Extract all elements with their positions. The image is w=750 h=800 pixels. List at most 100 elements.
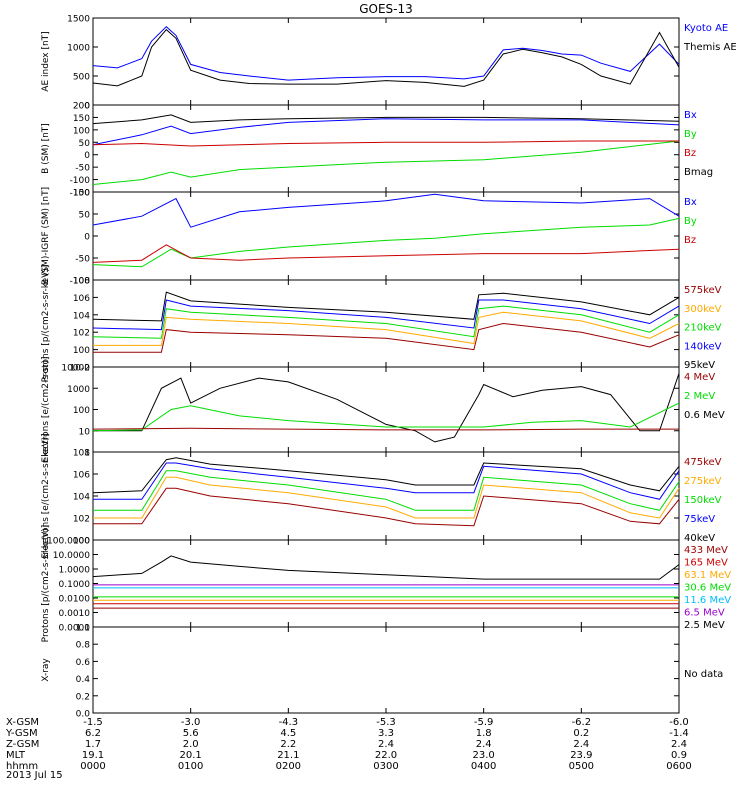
legend-entry: 95keV [684,360,715,371]
legend-entry: 30.6 MeV [684,583,731,594]
y-tick-label: 106 [73,471,90,481]
panel-frame [92,539,680,628]
y-tick-label: 1.0 [76,624,91,634]
y-axis-label: Electrons [e/(cm2-s-sr-keV)] [41,433,51,558]
panel-frame [92,191,680,281]
legend-entry: 4 MeV [684,372,715,383]
panel-frame [92,626,680,714]
series-by [92,217,680,268]
y-tick-label: 0.4 [76,675,91,685]
legend-entry: 300keV [684,304,722,315]
legend-entry: Bx [684,197,697,208]
y-tick-label: 0.1000 [59,580,91,590]
panel-frame [92,104,680,193]
legend-entry: By [684,216,697,227]
y-axis-label: Protons [p/(cm2-s-sr-keV)] [41,525,51,643]
y-tick-label: 100 [73,189,90,199]
figure-title: GOES-13 [359,2,413,16]
legend-entry: 40keV [684,533,715,544]
y-tick-label: -150 [70,189,91,199]
panel-5: 1 10 100 1000 10000 Electrons [e/(cm2-s-sr)] 4… [41,356,725,462]
y-tick-label: 150 [73,114,90,124]
legend-entry: 6.5 MeV [684,608,725,619]
series-4-mev [92,427,679,431]
y-tick-label: 100 [73,406,90,416]
series-300kev [93,311,680,346]
panel-frame [92,366,680,453]
y-tick-label: 1 [84,449,90,459]
series-2-mev [92,402,680,432]
series-2-5-mev [92,555,680,580]
y-tick-label: 100.0000 [47,537,90,547]
y-tick-label: 0.8 [76,641,91,651]
legend-entry: 63.1 MeV [684,570,731,581]
panel-3: -100 -50 0 50 100 B (SM)-IGRF (SM) [nT] Bx By Bz [41,187,697,287]
legend-entry: No data [684,669,723,680]
y-tick-label: 1000 [67,385,90,395]
series-0-6-mev [93,373,680,443]
series-475kev [93,487,680,527]
series-bmag [92,114,680,125]
y-tick-label: 104 [73,311,90,321]
legend-entry: Kyoto AE [684,23,728,34]
series-bz [92,244,680,263]
panel-4: 10-2 100 102 104 106 108 Protons [p/(cm2-s-sr-… [41,265,722,383]
series-themis-ae [92,28,680,87]
legend-entry: 150keV [684,495,722,506]
series-by [92,140,680,185]
series-bx [92,193,680,228]
y-tick-label: 50 [79,211,91,221]
panel-7: 0.0001 0.0010 0.0100 0.1000 1.0000 10.0000 100… [41,525,731,643]
y-tick-label: 100 [73,346,90,356]
y-axis-label: AE index [nT] [41,31,51,91]
legend-entry: 165 MeV [684,558,728,569]
legend-entry: By [684,129,697,140]
series-140kev [92,299,680,331]
series-75kev [93,462,680,500]
y-axis-label: B (SM)-IGRF (SM) [nT] [41,187,51,285]
panel-1: 0 500 1000 1500 AE index [nT] Kyoto AE Themis … [41,15,737,112]
series-95kev [92,291,680,322]
y-tick-label: 0.0001 [59,624,91,634]
legend-entry: 140keV [684,341,722,352]
y-tick-label: -50 [75,164,90,174]
y-tick-label: 10 [79,427,91,437]
legend-entry: 575keV [684,285,722,296]
y-tick-label: 1500 [67,15,90,25]
legend-entry: 275keV [684,476,722,487]
y-tick-label: 0.0100 [59,595,91,605]
y-axis-label: Protons [p/(cm2-s-sr-keV)] [41,265,51,383]
y-tick-label: 108 [73,277,90,287]
y-tick-label: 0.6 [76,658,91,668]
y-tick-label: 200 [73,102,90,112]
series-kyoto-ae [92,26,680,81]
y-tick-label: 500 [73,73,90,83]
y-tick-label: 1000 [67,44,90,54]
legend-entry: Bz [684,148,696,159]
y-tick-label: 0 [84,102,90,112]
series-bz [92,140,679,147]
y-tick-label: 106 [73,294,90,304]
y-tick-label: -100 [70,277,91,287]
legend-entry: Bmag [684,167,713,178]
y-tick-label: 0.0010 [59,609,91,619]
y-tick-label: 100 [73,126,90,136]
y-axis-label: B (SM) [nT] [41,123,51,174]
legend-entry: 475keV [684,457,722,468]
legend-entry: 75keV [684,514,715,525]
y-tick-label: 0 [84,151,90,161]
legend-entry: 2 MeV [684,391,715,402]
series-40kev [92,457,680,494]
y-tick-label: 1.0000 [59,566,91,576]
y-tick-label: 108 [73,449,90,459]
y-axis-label: X-ray [41,658,51,682]
legend-entry: 210keV [684,323,722,334]
y-tick-label: 50 [79,139,91,149]
series-150kev [93,470,680,511]
y-tick-label: 0 [84,233,90,243]
y-tick-label: 104 [73,493,90,503]
panel-8: 0.0 0.2 0.4 0.6 0.8 1.0 X-ray No data [41,624,723,720]
panel-frame [92,17,680,106]
legend-entry: Bz [684,235,696,246]
